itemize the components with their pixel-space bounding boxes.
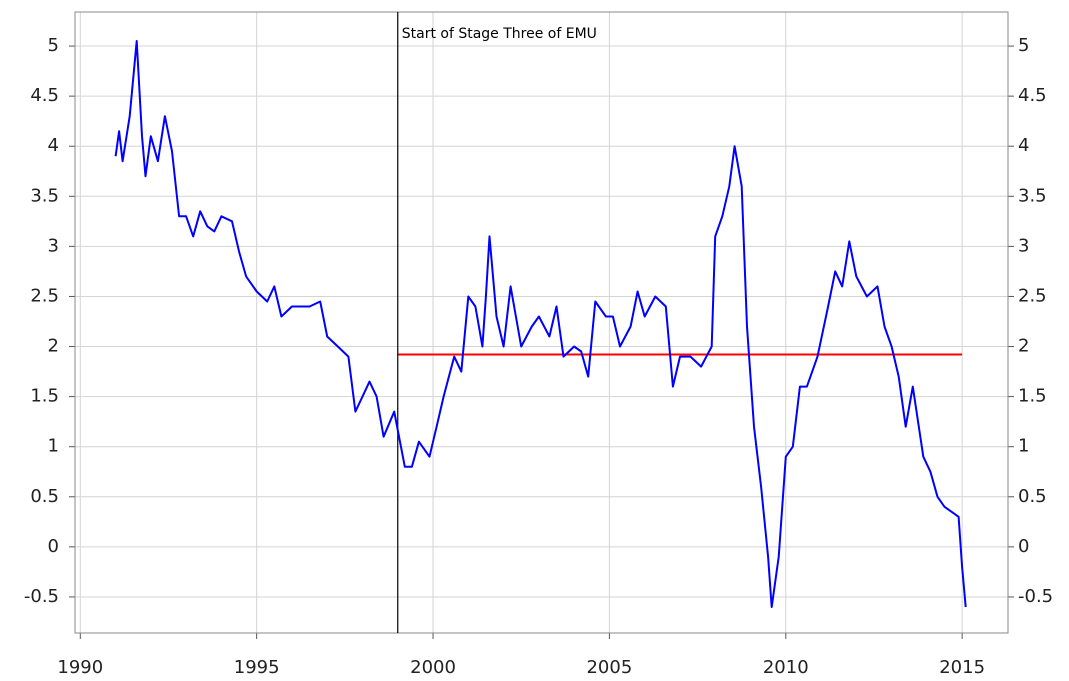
y-tick-label: 3 bbox=[48, 235, 59, 256]
x-tick-label: 2010 bbox=[763, 657, 809, 678]
y-tick-label: 2.5 bbox=[30, 285, 59, 306]
x-tick-label: 2015 bbox=[939, 657, 985, 678]
y-tick-label: 4 bbox=[48, 135, 59, 156]
x-tick-label: 1990 bbox=[57, 657, 103, 678]
y2-tick-label: 0 bbox=[1018, 536, 1029, 557]
y-tick-label: 2 bbox=[48, 336, 59, 357]
y-tick-label: 4.5 bbox=[30, 85, 59, 106]
y2-tick-label: 2 bbox=[1018, 336, 1029, 357]
y2-tick-label: 1.5 bbox=[1018, 386, 1047, 407]
x-tick-label: 2000 bbox=[410, 657, 456, 678]
y2-tick-label: 1 bbox=[1018, 436, 1029, 457]
y2-tick-label: 3.5 bbox=[1018, 185, 1047, 206]
y2-tick-label: 0.5 bbox=[1018, 486, 1047, 507]
y-tick-label: -0.5 bbox=[24, 586, 59, 607]
y-tick-label: 1 bbox=[48, 436, 59, 457]
annotation-text: Start of Stage Three of EMU bbox=[402, 26, 597, 42]
y2-tick-label: 2.5 bbox=[1018, 285, 1047, 306]
series-line bbox=[114, 40, 967, 608]
y2-tick-label: -0.5 bbox=[1018, 586, 1053, 607]
y2-tick-label: 4.5 bbox=[1018, 85, 1047, 106]
y2-tick-label: 5 bbox=[1018, 35, 1029, 56]
y-tick-label: 1.5 bbox=[30, 386, 59, 407]
y-tick-label: 0 bbox=[48, 536, 59, 557]
y2-tick-label: 4 bbox=[1018, 135, 1029, 156]
y-tick-label: 5 bbox=[48, 35, 59, 56]
y-tick-label: 0.5 bbox=[30, 486, 59, 507]
plot-frame bbox=[74, 11, 1009, 634]
x-tick-label: 1995 bbox=[234, 657, 280, 678]
x-tick-label: 2005 bbox=[586, 657, 632, 678]
y2-tick-label: 3 bbox=[1018, 235, 1029, 256]
y-tick-label: 3.5 bbox=[30, 185, 59, 206]
